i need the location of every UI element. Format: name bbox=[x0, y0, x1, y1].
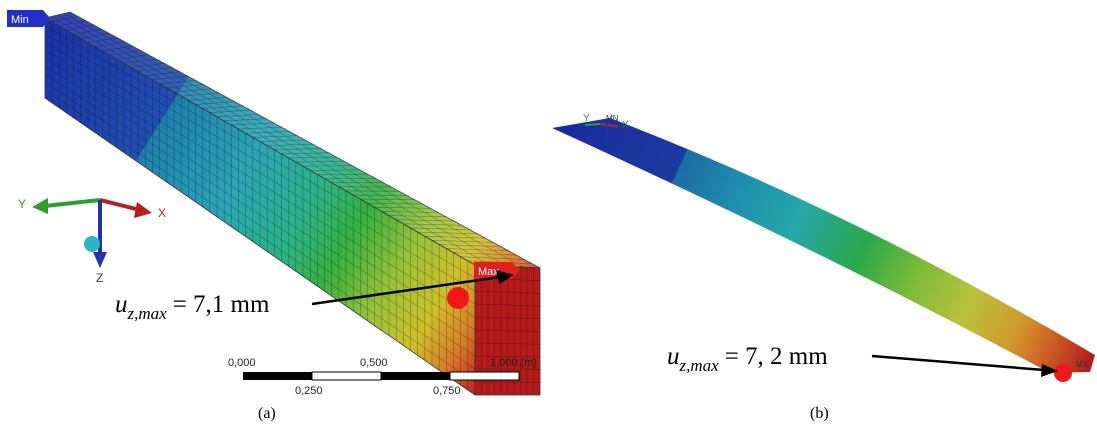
annotation-text: = 7, 2 mm bbox=[725, 343, 829, 370]
label: Min bbox=[11, 14, 29, 26]
label: 0,500 bbox=[360, 357, 388, 369]
panel-label: (b) bbox=[810, 405, 829, 422]
label: 0,750 bbox=[433, 385, 461, 397]
label: 0,250 bbox=[295, 385, 323, 397]
label: Max bbox=[478, 266, 499, 278]
label: X bbox=[158, 206, 166, 220]
arrow bbox=[872, 356, 1044, 370]
annotation-text: = 7,1 mm bbox=[173, 291, 270, 318]
label: 0,000 bbox=[228, 357, 256, 369]
mesh-line bbox=[45, 42, 475, 304]
max-tag: MX bbox=[1076, 360, 1089, 369]
annotation: uz,max = 7, 2 mm bbox=[667, 343, 828, 375]
label: 1,000 (m) bbox=[490, 357, 537, 369]
symbol: u bbox=[115, 291, 128, 318]
panel-label: (a) bbox=[258, 405, 276, 422]
mesh-line bbox=[45, 34, 475, 291]
subscript: z,max bbox=[127, 304, 168, 323]
annotation: uz,max = 7,1 mm bbox=[115, 291, 270, 323]
min-tag: Min bbox=[7, 10, 50, 27]
label: Z bbox=[96, 271, 103, 285]
max-point bbox=[447, 287, 469, 309]
strip-b bbox=[552, 118, 1095, 373]
max-point bbox=[1054, 364, 1072, 382]
label: Y bbox=[583, 113, 590, 124]
axis-triad: Y X Z bbox=[18, 197, 166, 285]
figure: Min Max Y X Z uz,max= 7,1 mm 0,000 0,500… bbox=[0, 0, 1097, 429]
label: Z bbox=[610, 138, 616, 148]
label: MN bbox=[606, 114, 619, 123]
label: X bbox=[622, 120, 629, 131]
label: Y bbox=[18, 197, 26, 211]
symbol: u bbox=[667, 343, 680, 370]
subscript: z,max bbox=[679, 356, 720, 375]
mesh-line bbox=[45, 50, 475, 317]
